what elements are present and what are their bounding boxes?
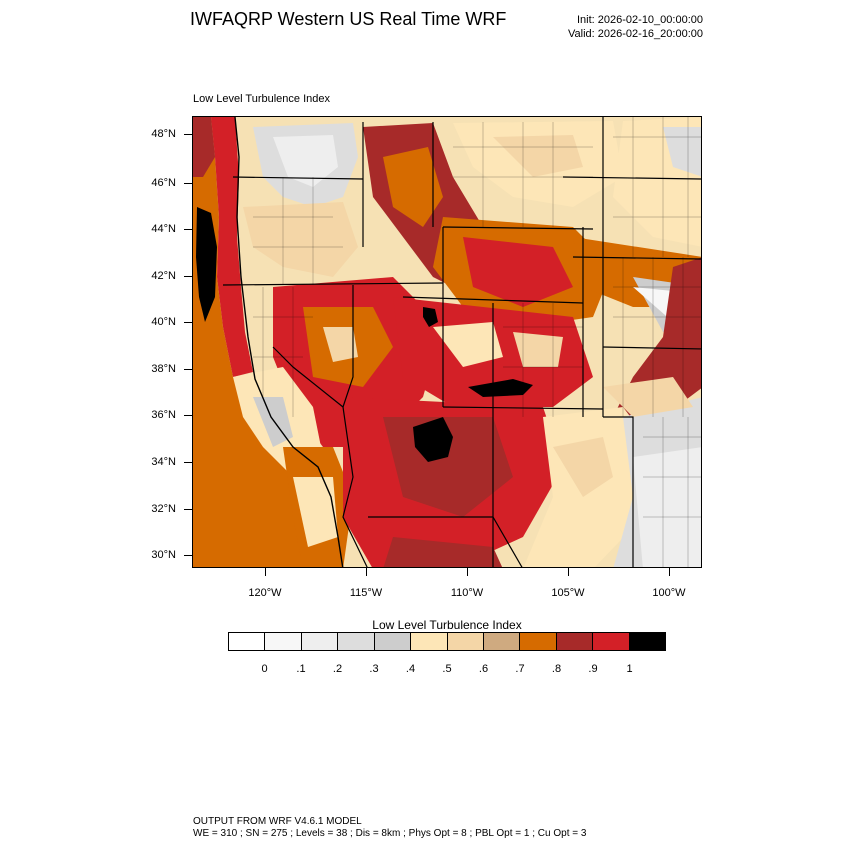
turbulence-field-map [193,117,701,567]
lat-tick [184,322,192,323]
colorbar-box [483,633,521,650]
lat-tick [184,369,192,370]
lat-tick [184,415,192,416]
lat-label-42: 42°N [151,270,176,282]
lat-label-40: 40°N [151,316,176,328]
colorbar-box [520,633,557,650]
colorbar-box [411,633,448,650]
lat-label-38: 38°N [151,363,176,375]
colorbar-box [301,633,339,650]
lat-label-30: 30°N [151,549,176,561]
lon-label-105w: 105°W [551,587,585,599]
colorbar-label: .8 [551,663,562,675]
colorbar-title: Low Level Turbulence Index [372,618,522,632]
lon-label-115w: 115°W [349,587,383,599]
lon-label-110w: 110°W [450,587,484,599]
map-title: IWFAQRP Western US Real Time WRF [190,9,507,29]
colorbar-label: .4 [405,663,416,675]
lat-label-34: 34°N [151,456,176,468]
footer-grid-info: WE = 310 ; SN = 275 ; Levels = 38 ; Dis … [193,828,587,839]
lat-tick [184,509,192,510]
lon-tick [568,568,569,576]
colorbar-label: .6 [478,663,489,675]
colorbar-box [447,633,484,650]
colorbar-label: .5 [442,663,452,675]
colorbar-box [629,633,666,650]
colorbar-label: .7 [515,663,525,675]
lon-tick [265,568,266,576]
colorbar-box [265,633,302,650]
colorbar-label: .9 [588,663,598,675]
colorbar-box [374,633,412,650]
lon-label-120w: 120°W [248,587,282,599]
lat-label-44: 44°N [151,223,176,235]
lat-tick [184,462,192,463]
plot-subtitle: Low Level Turbulence Index [193,93,330,105]
lat-label-32: 32°N [151,503,176,515]
lat-label-36: 36°N [151,409,176,421]
lat-label-46: 46°N [151,177,176,189]
lon-label-100w: 100°W [652,587,686,599]
lon-tick [366,568,367,576]
lat-tick [184,555,192,556]
colorbar-label: .3 [369,663,379,675]
lat-tick [184,134,192,135]
lat-tick [184,183,192,184]
colorbar-label: .1 [296,663,306,675]
footer-model-info: OUTPUT FROM WRF V4.6.1 MODEL [193,816,362,827]
colorbar-label: 0 [261,663,268,675]
colorbar-label: .2 [332,663,343,675]
colorbar-box [593,633,630,650]
lat-tick [184,229,192,230]
lon-tick [467,568,468,576]
colorbar-box [556,633,594,650]
colorbar-label: 1 [626,663,633,675]
colorbar [228,632,666,651]
colorbar-box [229,633,266,650]
init-time: Init: 2026-02-10_00:00:00 [577,14,703,26]
map-plot-area [192,116,702,568]
valid-time: Valid: 2026-02-16_20:00:00 [568,28,703,40]
lon-tick [669,568,670,576]
lat-tick [184,276,192,277]
lat-label-48: 48°N [151,128,176,140]
colorbar-box [338,633,375,650]
